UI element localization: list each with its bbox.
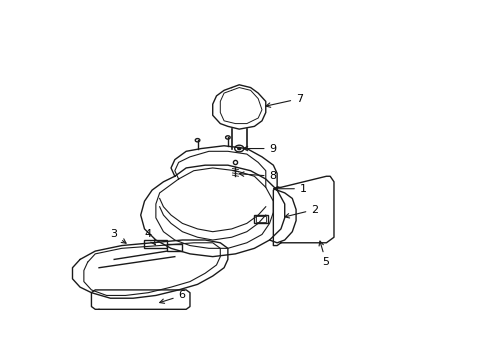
Bar [167,244,182,251]
Text: 6: 6 [160,291,185,303]
Text: 3: 3 [110,229,126,243]
Circle shape [237,148,240,150]
Text: 8: 8 [239,171,276,181]
Text: 4: 4 [144,229,155,245]
Bar [254,215,267,223]
Text: 2: 2 [284,204,318,218]
Text: 1: 1 [273,184,306,194]
Text: 7: 7 [265,94,303,107]
Bar [256,216,265,222]
Text: 9: 9 [243,144,276,153]
Text: 5: 5 [318,241,329,267]
Bar [144,240,167,248]
